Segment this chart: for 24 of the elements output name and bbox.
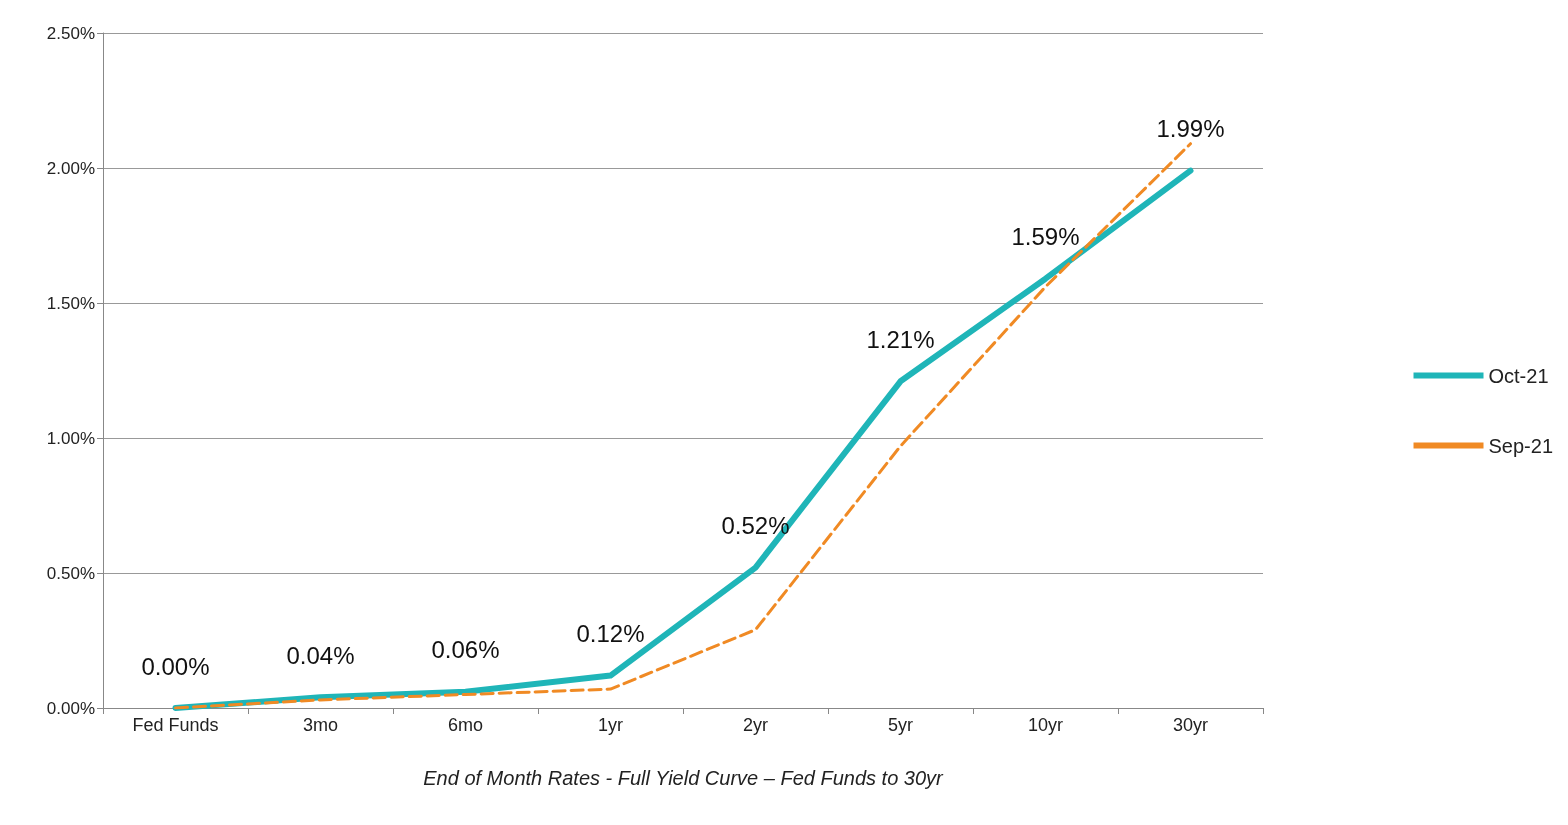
y-tick-label: 1.00% [46, 428, 95, 448]
x-tick-label: 30yr [1172, 715, 1209, 735]
y-tick-label: 2.00% [46, 158, 95, 178]
x-tick-label: 10yr [1027, 715, 1064, 735]
x-tick-label: 6mo [447, 715, 484, 735]
legend-label: Oct-21 [1488, 364, 1549, 387]
x-tick-label: Fed Funds [132, 715, 219, 735]
x-axis-title: End of Month Rates - Full Yield Curve – Fed Funds to 30yr [423, 767, 945, 789]
x-tick-label: 5yr [887, 715, 914, 735]
data-label: 0.12% [576, 620, 645, 648]
data-label: 1.59% [1011, 223, 1080, 251]
y-tick-label: 0.00% [46, 698, 95, 718]
y-tick-label: 2.50% [46, 23, 95, 43]
data-label: 0.06% [431, 636, 500, 664]
x-tick-label: 2yr [742, 715, 769, 735]
y-tick-label: 1.50% [46, 293, 95, 313]
legend-label: Sep-21 [1488, 434, 1554, 457]
data-label: 0.00% [141, 652, 210, 680]
data-label: 1.21% [866, 325, 935, 353]
y-tick-label: 0.50% [46, 563, 95, 583]
data-label: 1.99% [1156, 115, 1225, 143]
x-tick-label: 1yr [597, 715, 624, 735]
x-tick-label: 3mo [302, 715, 339, 735]
data-label: 0.04% [286, 641, 355, 669]
